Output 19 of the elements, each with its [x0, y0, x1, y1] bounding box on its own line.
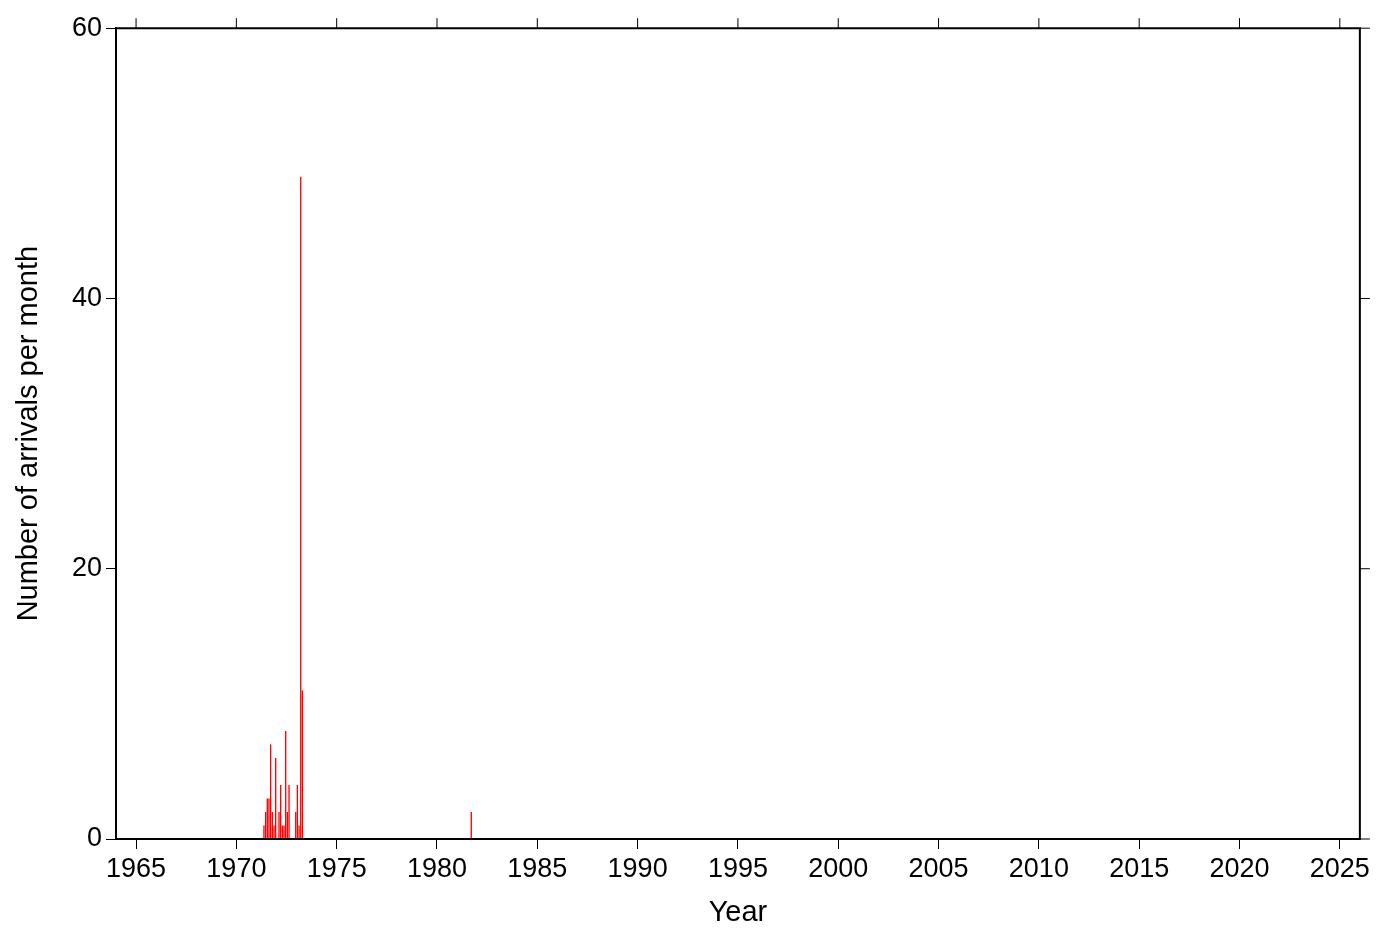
x-tick-label: 2005: [908, 852, 969, 883]
y-axis-title: Number of arrivals per month: [11, 245, 44, 622]
x-tick-label: 2015: [1109, 852, 1170, 883]
y-tick-label: 20: [71, 552, 102, 583]
x-tick-label: 1975: [306, 852, 367, 883]
x-tick-label: 1965: [106, 852, 167, 883]
x-tick-label: 2010: [1008, 852, 1069, 883]
x-tick-label: 2000: [808, 852, 869, 883]
y-tick-label: 60: [71, 11, 102, 42]
y-tick-label: 40: [71, 281, 102, 312]
x-axis-title: Year: [708, 894, 768, 927]
x-tick-label: 1985: [507, 852, 568, 883]
x-tick-label: 1970: [206, 852, 267, 883]
x-tick-label: 1990: [607, 852, 668, 883]
x-tick-label: 1995: [707, 852, 768, 883]
y-tick-label: 0: [86, 822, 102, 853]
x-tick-label: 1980: [406, 852, 468, 883]
x-tick-label: 2020: [1209, 852, 1270, 883]
x-tick-label: 2025: [1309, 852, 1370, 883]
